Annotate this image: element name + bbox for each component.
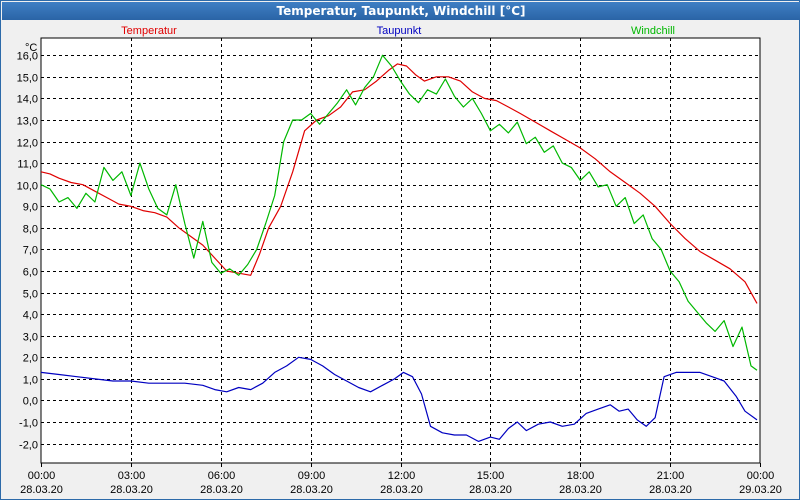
series-line-windchill — [40, 54, 758, 371]
y-axis-unit: °C — [25, 42, 37, 54]
x-tick-time: 12:00 — [388, 470, 416, 482]
x-tick-time: 00:00 — [28, 470, 56, 482]
y-tick-label: -1,0 — [19, 418, 38, 430]
y-tick-label: 12,0 — [17, 138, 38, 150]
series-line-temperatur — [40, 63, 758, 304]
x-tick-date: 28.03.20 — [380, 484, 423, 496]
x-tick-time: 15:00 — [477, 470, 505, 482]
y-tick-label: 11,0 — [17, 159, 38, 171]
window-title: Temperatur, Taupunkt, Windchill [°C] — [2, 2, 800, 20]
x-tick-date: 28.03.20 — [649, 484, 692, 496]
y-tick-label: 2,0 — [23, 353, 38, 365]
x-tick-date: 28.03.20 — [290, 484, 333, 496]
x-tick-date: 28.03.20 — [200, 484, 243, 496]
x-tick-time: 00:00 — [747, 470, 775, 482]
x-tick-date: 28.03.20 — [20, 484, 63, 496]
y-tick-label: 8,0 — [23, 224, 38, 236]
y-tick-label: 14,0 — [17, 94, 38, 106]
legend-label-windchill: Windchill — [631, 25, 675, 37]
legend-label-taupunkt: Taupunkt — [377, 25, 422, 37]
chart-canvas: -2,0 -1,0 0,0 1,0 2,0 3,0 4,0 5,0 6,0 7,0 8,0 9,0 10… — [17, 25, 782, 496]
y-tick-label: 6,0 — [23, 267, 38, 279]
x-tick-time: 09:00 — [298, 470, 326, 482]
x-tick-time: 06:00 — [208, 470, 236, 482]
series-line-taupunkt — [40, 356, 758, 442]
y-tick-label: -2,0 — [19, 440, 38, 452]
y-tick-label: 4,0 — [23, 310, 38, 322]
x-tick-time: 03:00 — [118, 470, 146, 482]
y-tick-label: 16,0 — [17, 51, 38, 63]
plot-area — [40, 37, 761, 464]
y-tick-label: 13,0 — [17, 116, 38, 128]
x-tick-date: 28.03.20 — [469, 484, 512, 496]
x-tick-date: 28.03.20 — [559, 484, 602, 496]
y-tick-label: 1,0 — [23, 375, 38, 387]
x-tick-date: 29.03.20 — [739, 484, 782, 496]
legend-label-temperatur: Temperatur — [121, 25, 177, 37]
y-tick-label: 3,0 — [23, 332, 38, 344]
y-tick-label: 15,0 — [17, 73, 38, 85]
y-tick-label: 0,0 — [23, 396, 38, 408]
y-tick-label: 9,0 — [23, 202, 38, 214]
x-tick-time: 21:00 — [657, 470, 685, 482]
x-tick-date: 28.03.20 — [110, 484, 153, 496]
y-tick-label: 5,0 — [23, 289, 38, 301]
y-tick-label: 7,0 — [23, 245, 38, 257]
y-tick-label: 10,0 — [17, 181, 38, 193]
x-tick-time: 18:00 — [567, 470, 595, 482]
